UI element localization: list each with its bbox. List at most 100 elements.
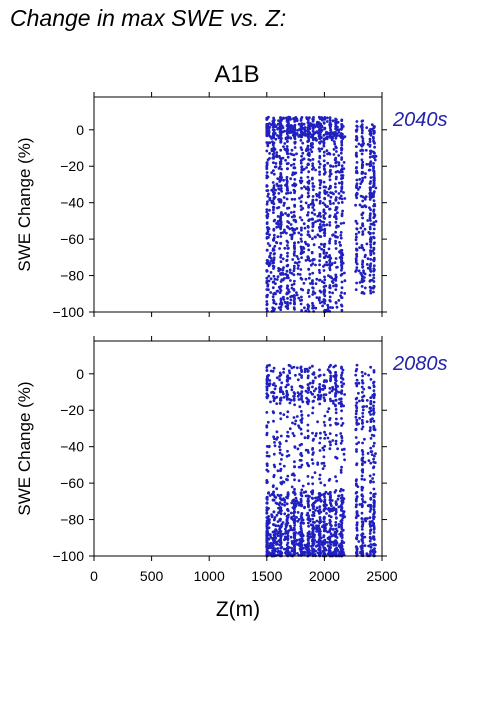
data-point bbox=[273, 291, 277, 295]
data-point bbox=[369, 507, 373, 511]
data-point bbox=[340, 373, 343, 377]
data-point bbox=[322, 154, 326, 158]
data-point bbox=[335, 417, 338, 421]
data-point bbox=[354, 238, 358, 242]
data-point bbox=[363, 196, 367, 200]
data-point bbox=[318, 532, 322, 536]
data-point bbox=[305, 116, 308, 119]
data-point bbox=[308, 381, 312, 385]
data-point bbox=[359, 194, 363, 198]
data-point bbox=[369, 133, 373, 137]
data-point bbox=[309, 122, 312, 125]
data-point bbox=[366, 257, 370, 261]
data-point bbox=[361, 265, 365, 269]
data-point bbox=[329, 423, 332, 427]
data-point bbox=[321, 304, 324, 308]
data-point bbox=[319, 394, 323, 397]
data-point bbox=[295, 261, 299, 265]
data-point bbox=[355, 409, 358, 413]
data-point bbox=[282, 547, 286, 551]
data-point bbox=[329, 191, 332, 195]
data-point bbox=[304, 448, 308, 452]
data-point bbox=[372, 273, 376, 277]
data-point bbox=[312, 203, 316, 207]
data-point bbox=[278, 371, 282, 375]
data-point bbox=[359, 271, 363, 275]
data-point bbox=[328, 264, 332, 268]
data-point bbox=[279, 498, 283, 501]
data-point bbox=[327, 407, 331, 410]
data-point bbox=[292, 514, 296, 518]
data-point bbox=[280, 523, 283, 526]
data-point bbox=[279, 255, 282, 259]
data-point bbox=[369, 245, 373, 249]
data-point bbox=[368, 516, 372, 520]
data-point bbox=[319, 436, 322, 440]
data-point bbox=[327, 274, 330, 277]
data-point bbox=[306, 543, 310, 546]
data-point bbox=[290, 517, 293, 520]
data-point bbox=[372, 535, 375, 539]
data-point bbox=[307, 170, 311, 174]
data-point bbox=[328, 397, 332, 401]
data-point bbox=[337, 201, 340, 205]
data-point bbox=[273, 516, 277, 519]
data-point bbox=[369, 222, 373, 226]
data-point bbox=[300, 309, 303, 312]
data-point bbox=[287, 213, 290, 217]
data-point bbox=[360, 131, 364, 135]
data-point bbox=[364, 517, 367, 520]
data-point bbox=[281, 273, 285, 276]
data-point bbox=[277, 192, 281, 195]
data-point bbox=[342, 510, 346, 513]
data-point bbox=[328, 116, 332, 120]
data-point bbox=[299, 119, 303, 122]
data-point bbox=[272, 490, 275, 494]
data-point bbox=[307, 248, 311, 252]
data-point bbox=[310, 490, 313, 494]
data-point bbox=[282, 413, 286, 416]
data-point bbox=[271, 544, 275, 547]
data-point bbox=[343, 197, 347, 200]
data-point bbox=[319, 499, 323, 503]
panel-2080s-points bbox=[265, 363, 377, 558]
data-point bbox=[334, 230, 337, 234]
data-point bbox=[369, 413, 372, 416]
data-point bbox=[340, 291, 343, 294]
data-point bbox=[323, 302, 326, 305]
data-point bbox=[276, 469, 280, 473]
data-point bbox=[368, 428, 372, 432]
data-point bbox=[361, 415, 365, 418]
data-point bbox=[369, 418, 373, 421]
data-point bbox=[357, 230, 361, 234]
data-point bbox=[362, 271, 365, 274]
data-point bbox=[323, 386, 327, 390]
data-point bbox=[355, 396, 359, 400]
data-point bbox=[295, 499, 299, 503]
data-point bbox=[312, 437, 315, 441]
data-point bbox=[267, 126, 271, 130]
data-point bbox=[294, 183, 298, 187]
data-point bbox=[294, 373, 297, 377]
data-point bbox=[322, 224, 326, 227]
data-point bbox=[288, 227, 292, 231]
data-point bbox=[318, 551, 322, 555]
data-point bbox=[283, 503, 287, 507]
data-point bbox=[284, 158, 287, 162]
data-point bbox=[372, 411, 376, 414]
data-point bbox=[343, 271, 346, 275]
data-point bbox=[265, 424, 269, 428]
data-point bbox=[292, 231, 296, 235]
data-point bbox=[285, 259, 289, 262]
data-point bbox=[330, 499, 334, 502]
data-point bbox=[300, 390, 304, 393]
data-point bbox=[355, 253, 358, 256]
data-point bbox=[323, 398, 327, 402]
data-point bbox=[300, 419, 303, 422]
data-point bbox=[363, 227, 367, 231]
data-point bbox=[287, 125, 290, 129]
data-point bbox=[336, 422, 340, 426]
data-point bbox=[331, 528, 335, 531]
data-point bbox=[306, 195, 310, 199]
data-point bbox=[265, 125, 269, 129]
